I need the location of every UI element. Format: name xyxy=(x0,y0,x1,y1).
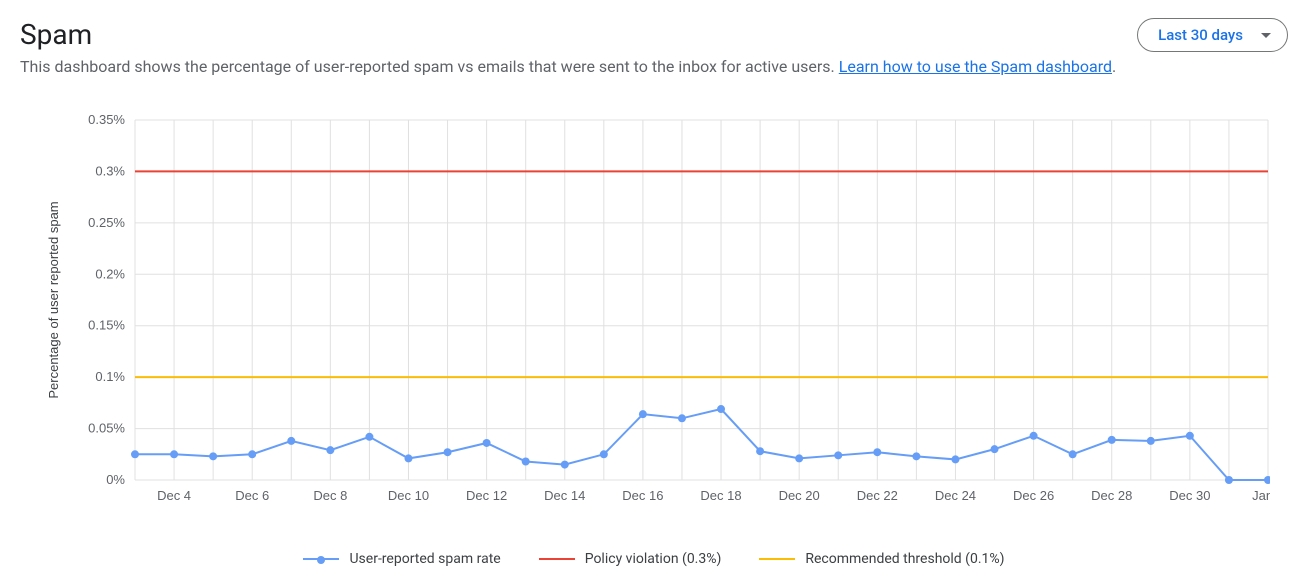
chart-svg: 0% 0.05% 0.1% 0.15% 0.2% 0.25% 0.3% 0.35% Dec 4 D… xyxy=(20,110,1270,535)
legend-swatch xyxy=(539,558,575,560)
legend-swatch xyxy=(759,558,795,560)
learn-more-link[interactable]: Learn how to use the Spam dashboard xyxy=(839,57,1112,76)
svg-text:0.1%: 0.1% xyxy=(95,369,125,384)
svg-text:Jan 1: Jan 1 xyxy=(1252,488,1270,503)
legend-item: Policy violation (0.3%) xyxy=(539,551,722,567)
svg-text:Dec 28: Dec 28 xyxy=(1091,488,1132,503)
subtitle-suffix: . xyxy=(1112,57,1116,76)
svg-text:0.2%: 0.2% xyxy=(95,266,125,281)
svg-text:Dec 8: Dec 8 xyxy=(313,488,347,503)
svg-text:Dec 12: Dec 12 xyxy=(466,488,507,503)
svg-text:Dec 20: Dec 20 xyxy=(779,488,820,503)
svg-text:Dec 18: Dec 18 xyxy=(700,488,741,503)
svg-text:0.05%: 0.05% xyxy=(88,420,125,435)
svg-text:Dec 22: Dec 22 xyxy=(857,488,898,503)
svg-text:0.25%: 0.25% xyxy=(88,215,125,230)
legend-marker-icon xyxy=(317,556,325,564)
page-title: Spam xyxy=(20,18,1116,51)
svg-text:0.35%: 0.35% xyxy=(88,112,125,127)
svg-text:Dec 30: Dec 30 xyxy=(1169,488,1210,503)
svg-text:Dec 16: Dec 16 xyxy=(622,488,663,503)
svg-text:Dec 14: Dec 14 xyxy=(544,488,585,503)
spam-chart: 0% 0.05% 0.1% 0.15% 0.2% 0.25% 0.3% 0.35% Dec 4 D… xyxy=(20,110,1288,539)
legend-item: Recommended threshold (0.1%) xyxy=(759,551,1004,567)
svg-text:0%: 0% xyxy=(106,472,125,487)
page-subtitle: This dashboard shows the percentage of u… xyxy=(20,55,1116,80)
svg-text:0.15%: 0.15% xyxy=(88,318,125,333)
svg-text:Dec 24: Dec 24 xyxy=(935,488,976,503)
svg-text:0.3%: 0.3% xyxy=(95,163,125,178)
date-range-label: Last 30 days xyxy=(1158,26,1243,44)
legend-label: Recommended threshold (0.1%) xyxy=(805,551,1004,567)
svg-text:Dec 4: Dec 4 xyxy=(157,488,191,503)
legend-label: Policy violation (0.3%) xyxy=(585,551,722,567)
legend-label: User-reported spam rate xyxy=(349,551,500,567)
svg-text:Percentage of user reported sp: Percentage of user reported spam xyxy=(46,201,61,398)
legend-swatch xyxy=(303,558,339,560)
chevron-down-icon xyxy=(1261,33,1271,38)
svg-text:Dec 6: Dec 6 xyxy=(235,488,269,503)
date-range-button[interactable]: Last 30 days xyxy=(1137,18,1288,52)
subtitle-text: This dashboard shows the percentage of u… xyxy=(20,57,839,76)
svg-text:Dec 26: Dec 26 xyxy=(1013,488,1054,503)
chart-legend: User-reported spam rate Policy violation … xyxy=(20,551,1288,567)
legend-item: User-reported spam rate xyxy=(303,551,500,567)
svg-text:Dec 10: Dec 10 xyxy=(388,488,429,503)
